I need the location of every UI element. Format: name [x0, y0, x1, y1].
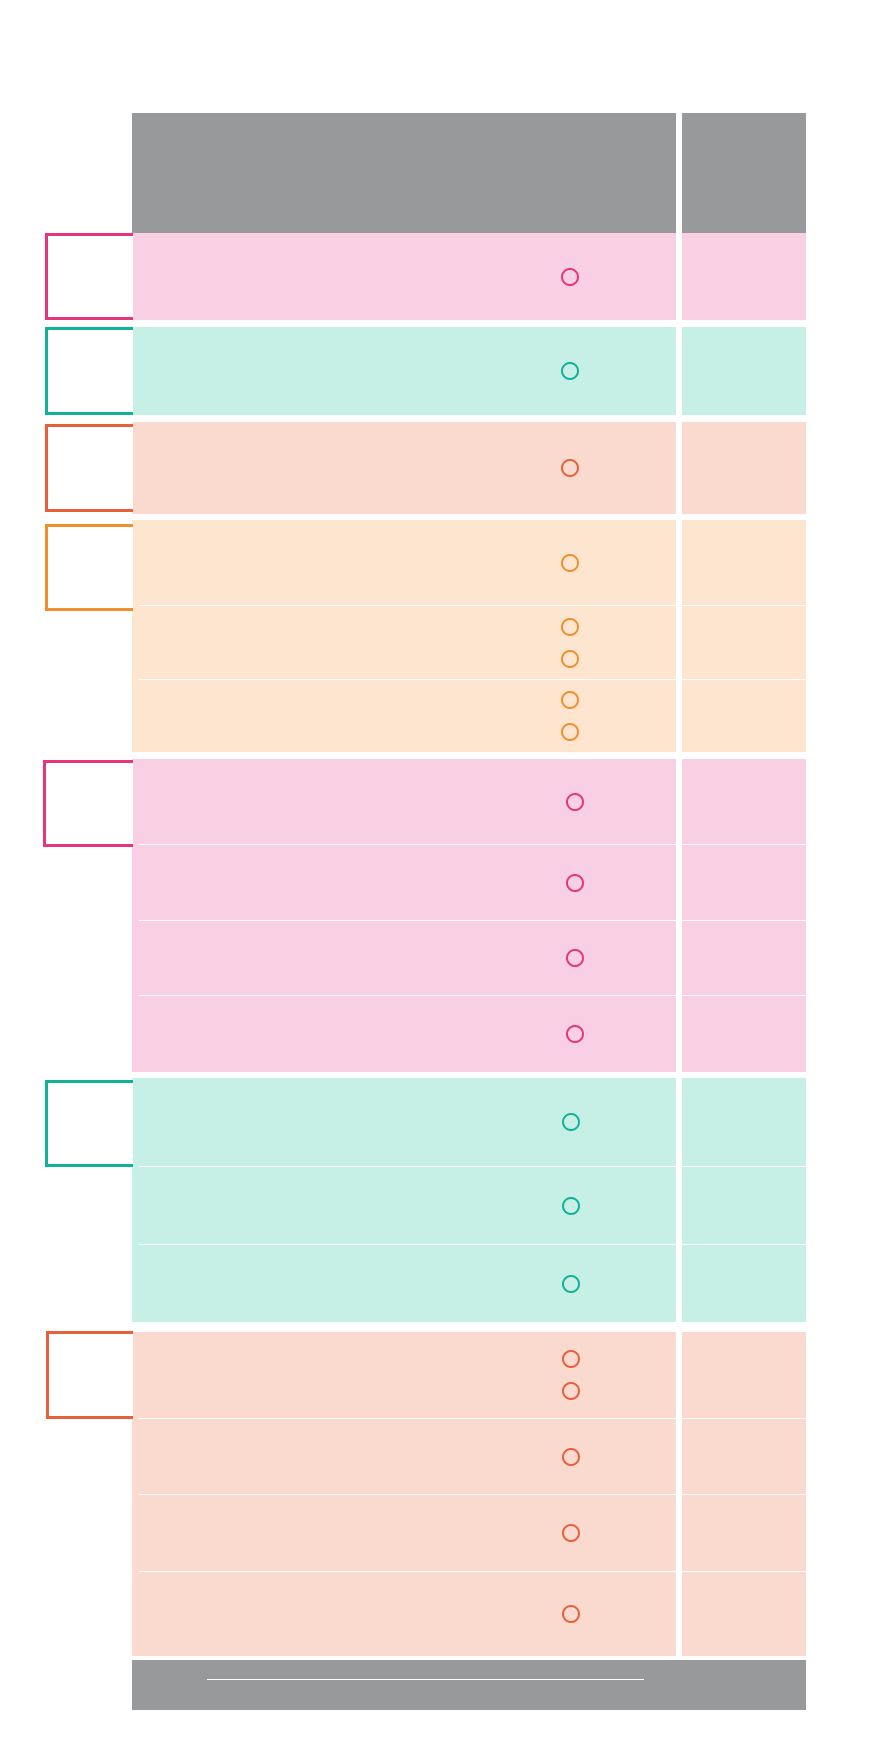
circle-marker-icon [562, 1447, 580, 1466]
circle-marker-icon [561, 553, 579, 572]
header-cell-side [682, 113, 806, 233]
circle-marker-icon [562, 1350, 580, 1368]
circle-marker-icon [561, 617, 579, 636]
group-label-box [46, 1331, 133, 1419]
circle-marker-icon [561, 267, 579, 286]
group-label-box [45, 233, 133, 320]
circle-marker-icon [562, 1113, 580, 1131]
group-band-side [682, 327, 806, 415]
circle-marker-icon [561, 691, 579, 709]
group-label-box [43, 760, 133, 847]
circle-marker-icon [562, 1196, 580, 1215]
row-divider [139, 1571, 806, 1572]
footer-rule [207, 1679, 644, 1680]
group-label-box [45, 327, 133, 415]
group-band-main [132, 759, 676, 1072]
group-band-side [682, 422, 806, 514]
row-divider [139, 1244, 806, 1245]
group-band-main [132, 1078, 676, 1322]
circle-marker-icon [561, 459, 579, 477]
group-band-side [682, 233, 806, 320]
circle-marker-icon [566, 792, 584, 811]
group-band-side [682, 520, 806, 752]
circle-marker-icon [562, 1382, 580, 1400]
group-band-main [132, 327, 676, 415]
circle-marker-icon [562, 1524, 580, 1542]
circle-marker-icon [562, 1274, 580, 1293]
group-label-box [45, 524, 133, 611]
group-band-side [682, 1078, 806, 1322]
row-divider [139, 605, 806, 606]
group-label-box [45, 1080, 133, 1167]
header-cell-main [132, 113, 676, 233]
circle-marker-icon [561, 362, 579, 380]
row-divider [139, 1418, 806, 1419]
group-band-side [682, 759, 806, 1072]
circle-marker-icon [566, 873, 584, 892]
column-separator [676, 113, 682, 1651]
group-band-main [132, 422, 676, 514]
row-divider [139, 1494, 806, 1495]
group-band-main [132, 233, 676, 320]
group-band-main [132, 520, 676, 752]
circle-marker-icon [561, 649, 579, 668]
row-divider [139, 920, 806, 921]
group-label-box [45, 424, 133, 512]
circle-marker-icon [566, 949, 584, 967]
row-divider [139, 1166, 806, 1167]
circle-marker-icon [561, 723, 579, 741]
row-divider [139, 679, 806, 680]
circle-marker-icon [562, 1605, 580, 1623]
row-divider [139, 844, 806, 845]
circle-marker-icon [566, 1025, 584, 1043]
row-divider [139, 995, 806, 996]
footer-bar [132, 1660, 806, 1710]
